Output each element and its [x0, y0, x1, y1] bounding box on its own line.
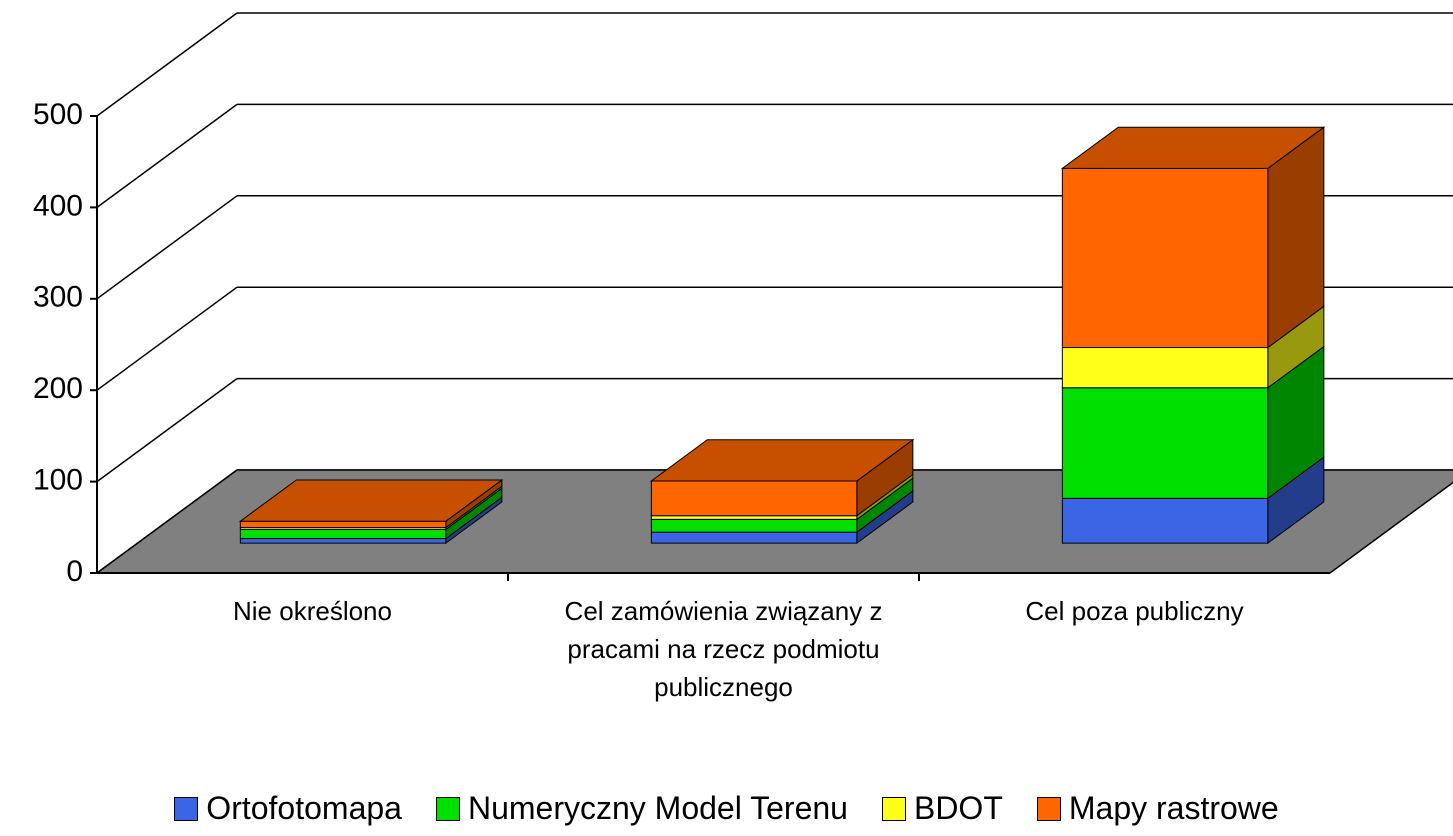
- bar: [1061, 347, 1269, 389]
- legend-swatch: [1036, 796, 1061, 821]
- y-tick-label: 200: [33, 372, 83, 405]
- x-tick-label: Cel zamówienia związany z pracami na rze…: [564, 596, 883, 702]
- legend-item: Ortofotomapa: [174, 790, 402, 827]
- x-tick-label: Nie określono: [233, 596, 392, 626]
- bar-stack: [1060, 126, 1326, 545]
- legend-label: Numeryczny Model Terenu: [467, 790, 848, 826]
- grid-line: [96, 103, 238, 209]
- grid-line: [96, 286, 238, 391]
- legend-item: BDOT: [881, 790, 1003, 827]
- legend-swatch: [435, 796, 460, 821]
- bar: [650, 531, 858, 544]
- bar: [1061, 497, 1269, 544]
- legend-item: Numeryczny Model Terenu: [435, 790, 848, 827]
- legend-label: Ortofotomapa: [206, 790, 402, 826]
- bar: [239, 520, 447, 529]
- y-tick-label: 400: [33, 189, 83, 222]
- legend-item: Mapy rastrowe: [1036, 790, 1279, 827]
- x-tick-label: Cel poza publiczny: [1025, 596, 1244, 626]
- y-tick-label: 0: [66, 555, 83, 588]
- y-tick-label: 300: [33, 281, 83, 314]
- bar: [239, 528, 447, 540]
- bar-top: [238, 479, 504, 522]
- legend: Ortofotomapa Numeryczny Model Terenu BDOT M…: [0, 790, 1453, 827]
- grid-line: [96, 12, 238, 117]
- legend-label: Mapy rastrowe: [1068, 790, 1279, 826]
- bar: [1061, 167, 1269, 349]
- bar: [650, 515, 858, 520]
- legend-swatch: [881, 796, 906, 821]
- legend-label: BDOT: [913, 790, 1003, 826]
- grid-line: [96, 195, 238, 300]
- grid-line: [96, 377, 238, 483]
- bar: [1061, 387, 1269, 499]
- bar: [650, 518, 858, 533]
- y-tick-label: 500: [33, 98, 83, 131]
- bar-stack: [649, 438, 915, 545]
- bar-top: [1060, 126, 1326, 169]
- bar: [239, 538, 447, 544]
- bar-top: [649, 439, 915, 482]
- bar-stack: [238, 479, 504, 545]
- y-tick-label: 100: [33, 464, 83, 497]
- bar: [650, 480, 858, 517]
- legend-swatch: [174, 796, 199, 821]
